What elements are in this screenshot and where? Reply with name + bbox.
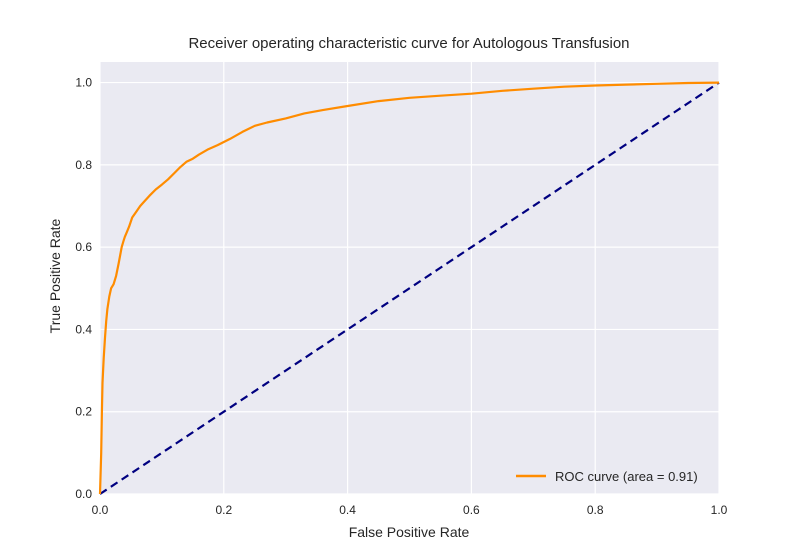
x-tick-label: 0.0 — [92, 503, 109, 517]
roc-curve-line — [98, 81, 720, 495]
y-axis-ticks: 0.0 0.2 0.4 0.6 0.8 1.0 — [75, 76, 92, 501]
chart-title: Receiver operating characteristic curve … — [188, 35, 629, 52]
plot-area — [100, 62, 719, 494]
y-axis-label: True Positive Rate — [47, 218, 63, 333]
y-tick-label: 0.2 — [75, 405, 92, 419]
x-tick-label: 0.6 — [463, 503, 480, 517]
x-axis-ticks: 0.0 0.2 0.4 0.6 0.8 1.0 — [92, 503, 728, 517]
y-tick-label: 0.8 — [75, 158, 92, 172]
y-tick-label: 1.0 — [75, 76, 92, 90]
series-layer — [98, 81, 720, 495]
x-tick-label: 1.0 — [711, 503, 728, 517]
legend: ROC curve (area = 0.91) — [516, 469, 698, 484]
x-tick-label: 0.8 — [587, 503, 604, 517]
y-tick-label: 0.4 — [75, 322, 92, 336]
grid-lines — [99, 62, 720, 495]
x-tick-label: 0.2 — [215, 503, 232, 517]
x-axis-label: False Positive Rate — [349, 524, 470, 540]
legend-label-roc: ROC curve (area = 0.91) — [555, 469, 698, 484]
y-tick-label: 0.6 — [75, 240, 92, 254]
x-tick-label: 0.4 — [339, 503, 356, 517]
chance-diagonal-line — [99, 81, 720, 495]
y-tick-label: 0.0 — [75, 487, 92, 501]
